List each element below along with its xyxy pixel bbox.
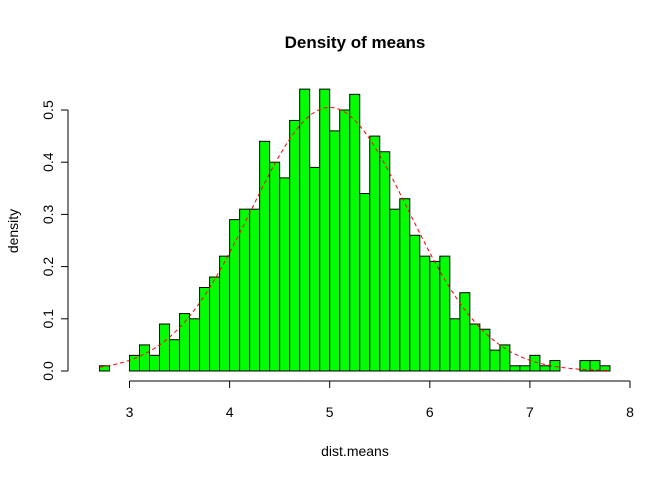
histogram-bar — [299, 88, 311, 372]
histogram-bar — [239, 208, 251, 372]
histogram-bar — [209, 276, 221, 372]
x-tick-label: 6 — [426, 404, 434, 420]
y-tick-label: 0.5 — [40, 100, 56, 120]
histogram-bar — [189, 318, 201, 372]
x-axis: 3 4 5 6 7 8 — [126, 380, 634, 420]
y-axis: 0.0 0.1 0.2 0.3 0.4 0.5 — [40, 100, 69, 381]
y-tick-label: 0.1 — [40, 309, 56, 329]
histogram-bar — [349, 93, 361, 372]
histogram-bar — [399, 198, 411, 372]
histogram-bar — [309, 166, 321, 372]
histogram-bar — [389, 208, 401, 372]
y-tick-label: 0.0 — [40, 361, 56, 381]
histogram-bar — [449, 318, 461, 372]
histogram-bar — [129, 354, 141, 372]
histogram-bar — [509, 365, 521, 372]
histogram-bar — [98, 365, 110, 372]
histogram-bar — [519, 365, 531, 372]
histogram-bar — [539, 365, 551, 372]
histogram-bar — [409, 234, 421, 372]
histogram-bar — [529, 354, 541, 372]
histogram-bar — [279, 177, 291, 372]
histogram-bar — [219, 255, 231, 372]
histogram-bar — [149, 354, 161, 372]
histogram-bar — [419, 255, 431, 372]
chart-title: Density of means — [285, 33, 426, 52]
histogram-bar — [369, 135, 381, 372]
histogram-bar — [489, 349, 501, 372]
histogram-bar — [439, 255, 451, 372]
y-tick-label: 0.3 — [40, 204, 56, 224]
histogram-bar — [499, 344, 511, 372]
density-curve — [99, 106, 610, 372]
y-tick-label: 0.2 — [40, 257, 56, 277]
x-tick-label: 3 — [126, 404, 134, 420]
histogram-bar — [169, 339, 181, 372]
x-tick-label: 4 — [226, 404, 234, 420]
histogram-bar — [229, 219, 241, 372]
x-tick-label: 8 — [626, 404, 634, 420]
histogram-bar — [329, 130, 341, 372]
histogram-bar — [379, 151, 391, 372]
x-tick-label: 5 — [326, 404, 334, 420]
histogram-bar — [249, 208, 261, 372]
histogram-bar — [269, 161, 281, 372]
x-tick-label: 7 — [526, 404, 534, 420]
histogram-bar — [289, 119, 301, 372]
histogram-bar — [469, 323, 481, 372]
y-tick-label: 0.4 — [40, 152, 56, 172]
histogram-bars — [98, 88, 611, 372]
histogram-bar — [139, 344, 151, 372]
x-axis-label: dist.means — [321, 443, 389, 459]
histogram-bar — [429, 260, 441, 372]
histogram-bar — [319, 88, 331, 372]
histogram-bar — [599, 365, 611, 372]
histogram-bar — [339, 109, 351, 372]
histogram-bar — [359, 193, 371, 372]
y-axis-label: density — [5, 209, 21, 253]
histogram-bar — [159, 323, 171, 372]
